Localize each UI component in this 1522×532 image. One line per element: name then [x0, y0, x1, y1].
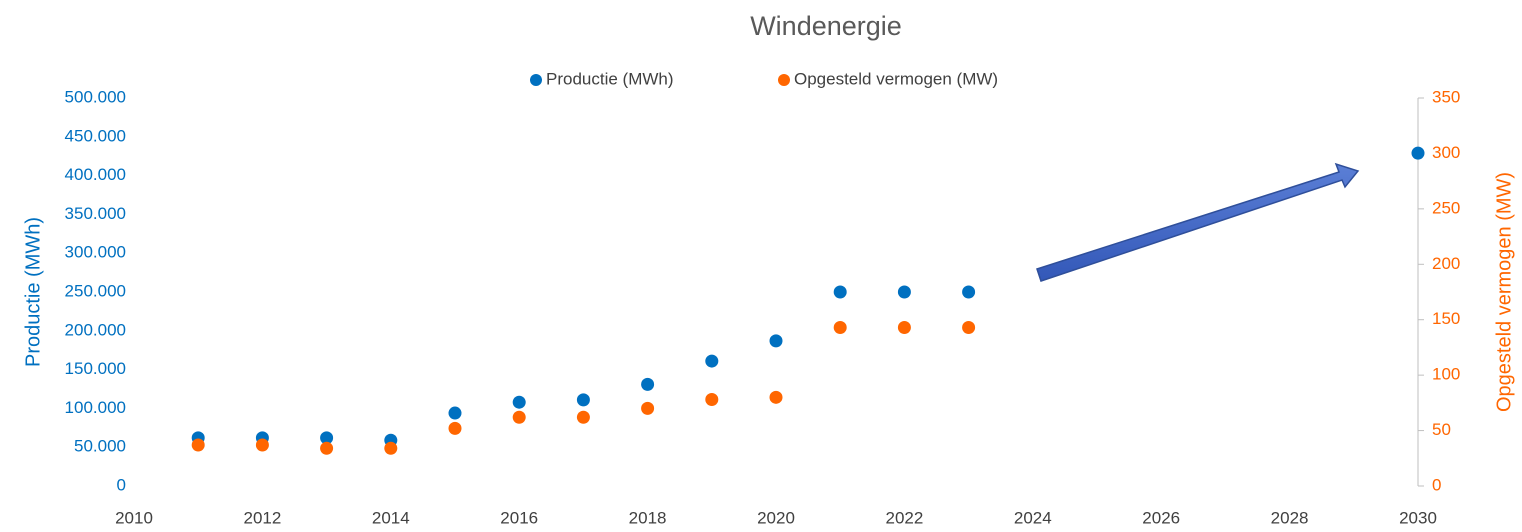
point — [962, 320, 976, 334]
x-tick-label: 2028 — [1271, 508, 1309, 527]
point — [448, 406, 462, 420]
x-tick-label: 2024 — [1014, 508, 1052, 527]
point — [705, 354, 719, 368]
y-tick-label: 350.000 — [65, 204, 126, 223]
point — [641, 401, 655, 415]
point — [576, 393, 590, 407]
x-tick-label: 2018 — [629, 508, 667, 527]
x-tick-label: 2020 — [757, 508, 795, 527]
y-tick-label: 200.000 — [65, 320, 126, 339]
y2-tick-label: 250 — [1432, 198, 1460, 217]
y-tick-label: 100.000 — [65, 398, 126, 417]
point — [897, 320, 911, 334]
y-axis-title: Productie (MWh) — [22, 217, 44, 367]
point — [705, 393, 719, 407]
point — [833, 320, 847, 334]
y-tick-label: 450.000 — [65, 126, 126, 145]
x-tick-label: 2014 — [372, 508, 410, 527]
y2-axis-title: Opgesteld vermogen (MW) — [1493, 172, 1515, 412]
legend-marker — [530, 74, 542, 86]
point — [769, 334, 783, 348]
x-tick-label: 2010 — [115, 508, 153, 527]
x-tick-label: 2022 — [885, 508, 923, 527]
y2-tick-label: 100 — [1432, 365, 1460, 384]
y-tick-label: 300.000 — [65, 243, 126, 262]
y-tick-label: 50.000 — [74, 437, 126, 456]
legend-marker — [778, 74, 790, 86]
y-tick-label: 150.000 — [65, 359, 126, 378]
point — [962, 285, 976, 299]
y-tick-label: 400.000 — [65, 165, 126, 184]
x-tick-label: 2030 — [1399, 508, 1437, 527]
legend-label: Opgesteld vermogen (MW) — [794, 69, 998, 88]
point — [255, 438, 269, 452]
y-tick-label: 250.000 — [65, 281, 126, 300]
y-tick-label: 0 — [117, 475, 126, 494]
legend-label: Productie (MWh) — [546, 69, 674, 88]
point — [1411, 146, 1425, 160]
point — [512, 395, 526, 409]
point — [512, 410, 526, 424]
point — [897, 285, 911, 299]
chart-title: Windenergie — [750, 11, 902, 41]
y2-tick-label: 50 — [1432, 420, 1451, 439]
point — [576, 410, 590, 424]
y2-tick-label: 350 — [1432, 87, 1460, 106]
point — [320, 431, 334, 445]
x-tick-label: 2012 — [243, 508, 281, 527]
point — [384, 441, 398, 455]
point — [769, 390, 783, 404]
trend-arrow — [1036, 162, 1360, 282]
point — [641, 377, 655, 391]
y2-tick-label: 150 — [1432, 309, 1460, 328]
x-tick-label: 2026 — [1142, 508, 1180, 527]
y2-tick-label: 0 — [1432, 475, 1441, 494]
y-tick-label: 500.000 — [65, 87, 126, 106]
y2-tick-label: 200 — [1432, 254, 1460, 273]
point — [320, 441, 334, 455]
point — [448, 421, 462, 435]
point — [833, 285, 847, 299]
x-tick-label: 2016 — [500, 508, 538, 527]
y2-tick-label: 300 — [1432, 143, 1460, 162]
point — [191, 438, 205, 452]
